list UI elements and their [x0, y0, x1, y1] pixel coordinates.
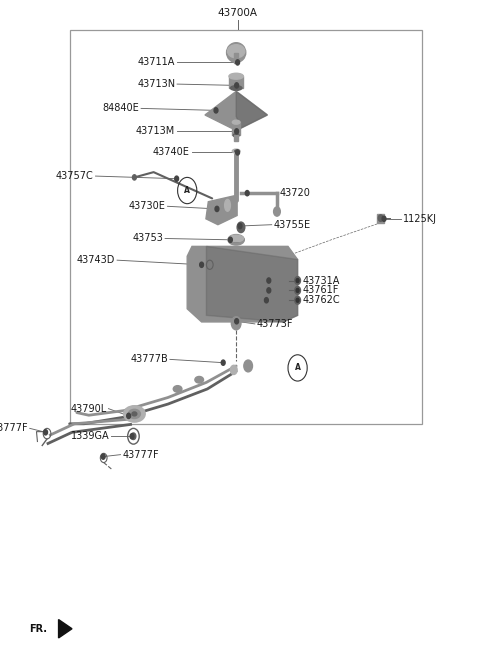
- Ellipse shape: [229, 235, 243, 242]
- Circle shape: [267, 288, 271, 293]
- Polygon shape: [206, 195, 237, 225]
- Circle shape: [228, 237, 232, 242]
- Bar: [377, 214, 384, 223]
- Ellipse shape: [232, 120, 240, 124]
- Circle shape: [131, 433, 136, 440]
- Circle shape: [264, 298, 268, 303]
- Circle shape: [231, 317, 241, 330]
- Polygon shape: [59, 620, 72, 638]
- Text: 43740E: 43740E: [153, 147, 190, 158]
- Circle shape: [382, 216, 386, 221]
- Circle shape: [230, 365, 237, 374]
- Circle shape: [296, 279, 299, 283]
- Text: 43711A: 43711A: [138, 57, 175, 68]
- Circle shape: [215, 206, 219, 212]
- Ellipse shape: [227, 43, 246, 62]
- Text: 43743D: 43743D: [77, 255, 115, 265]
- Ellipse shape: [233, 133, 239, 137]
- Circle shape: [214, 108, 218, 113]
- Text: 43762C: 43762C: [302, 295, 340, 306]
- Circle shape: [130, 434, 134, 439]
- Ellipse shape: [173, 386, 182, 392]
- Ellipse shape: [235, 150, 238, 152]
- Bar: [234, 53, 238, 63]
- Text: 84840E: 84840E: [102, 103, 139, 114]
- Text: 43777B: 43777B: [130, 354, 168, 365]
- Ellipse shape: [132, 412, 137, 416]
- Text: 43777F: 43777F: [0, 423, 28, 434]
- Circle shape: [235, 319, 239, 324]
- Text: 43777F: 43777F: [122, 449, 159, 460]
- Ellipse shape: [232, 149, 240, 153]
- Circle shape: [244, 360, 252, 372]
- Text: 43730E: 43730E: [129, 201, 166, 212]
- Ellipse shape: [225, 200, 230, 212]
- Circle shape: [274, 207, 280, 216]
- Circle shape: [295, 286, 300, 294]
- Text: A: A: [295, 363, 300, 373]
- Text: 1125KJ: 1125KJ: [403, 214, 437, 224]
- Circle shape: [101, 454, 105, 459]
- Polygon shape: [236, 91, 267, 128]
- Text: 43720: 43720: [279, 188, 310, 198]
- Circle shape: [235, 83, 239, 88]
- Circle shape: [296, 288, 299, 292]
- Text: 43757C: 43757C: [56, 171, 94, 181]
- Ellipse shape: [129, 409, 140, 419]
- Circle shape: [296, 298, 299, 302]
- Circle shape: [127, 413, 131, 419]
- Bar: [70, 30, 422, 424]
- Text: 43753: 43753: [132, 233, 163, 244]
- Circle shape: [44, 430, 48, 435]
- Text: 43731A: 43731A: [302, 275, 340, 286]
- Ellipse shape: [228, 45, 245, 58]
- Ellipse shape: [229, 74, 243, 79]
- Text: 43773F: 43773F: [257, 319, 293, 329]
- Text: 43700A: 43700A: [217, 9, 258, 18]
- Text: 1339GA: 1339GA: [71, 431, 109, 442]
- Circle shape: [132, 175, 136, 180]
- Circle shape: [267, 278, 271, 283]
- Text: 43761F: 43761F: [302, 285, 339, 296]
- Circle shape: [175, 176, 179, 181]
- Circle shape: [295, 277, 300, 284]
- Polygon shape: [205, 91, 267, 128]
- Circle shape: [236, 150, 240, 155]
- Text: A: A: [184, 186, 190, 195]
- Circle shape: [235, 129, 239, 134]
- Bar: [232, 122, 240, 135]
- Text: 43790L: 43790L: [70, 403, 107, 414]
- Circle shape: [295, 296, 300, 304]
- Text: 43713N: 43713N: [137, 79, 175, 89]
- Circle shape: [378, 215, 383, 221]
- Circle shape: [221, 360, 225, 365]
- Circle shape: [237, 222, 245, 233]
- Circle shape: [238, 223, 242, 229]
- Polygon shape: [187, 246, 298, 322]
- Ellipse shape: [228, 235, 244, 245]
- Circle shape: [236, 60, 240, 65]
- Ellipse shape: [230, 85, 242, 91]
- Ellipse shape: [124, 405, 145, 422]
- Text: FR.: FR.: [29, 623, 47, 634]
- Bar: [229, 76, 243, 88]
- Text: 43713M: 43713M: [136, 126, 175, 137]
- Text: 43755E: 43755E: [274, 219, 311, 230]
- Circle shape: [200, 262, 204, 267]
- Bar: [234, 135, 238, 141]
- Polygon shape: [206, 246, 298, 322]
- Ellipse shape: [195, 376, 204, 383]
- Ellipse shape: [232, 238, 240, 242]
- Circle shape: [245, 191, 249, 196]
